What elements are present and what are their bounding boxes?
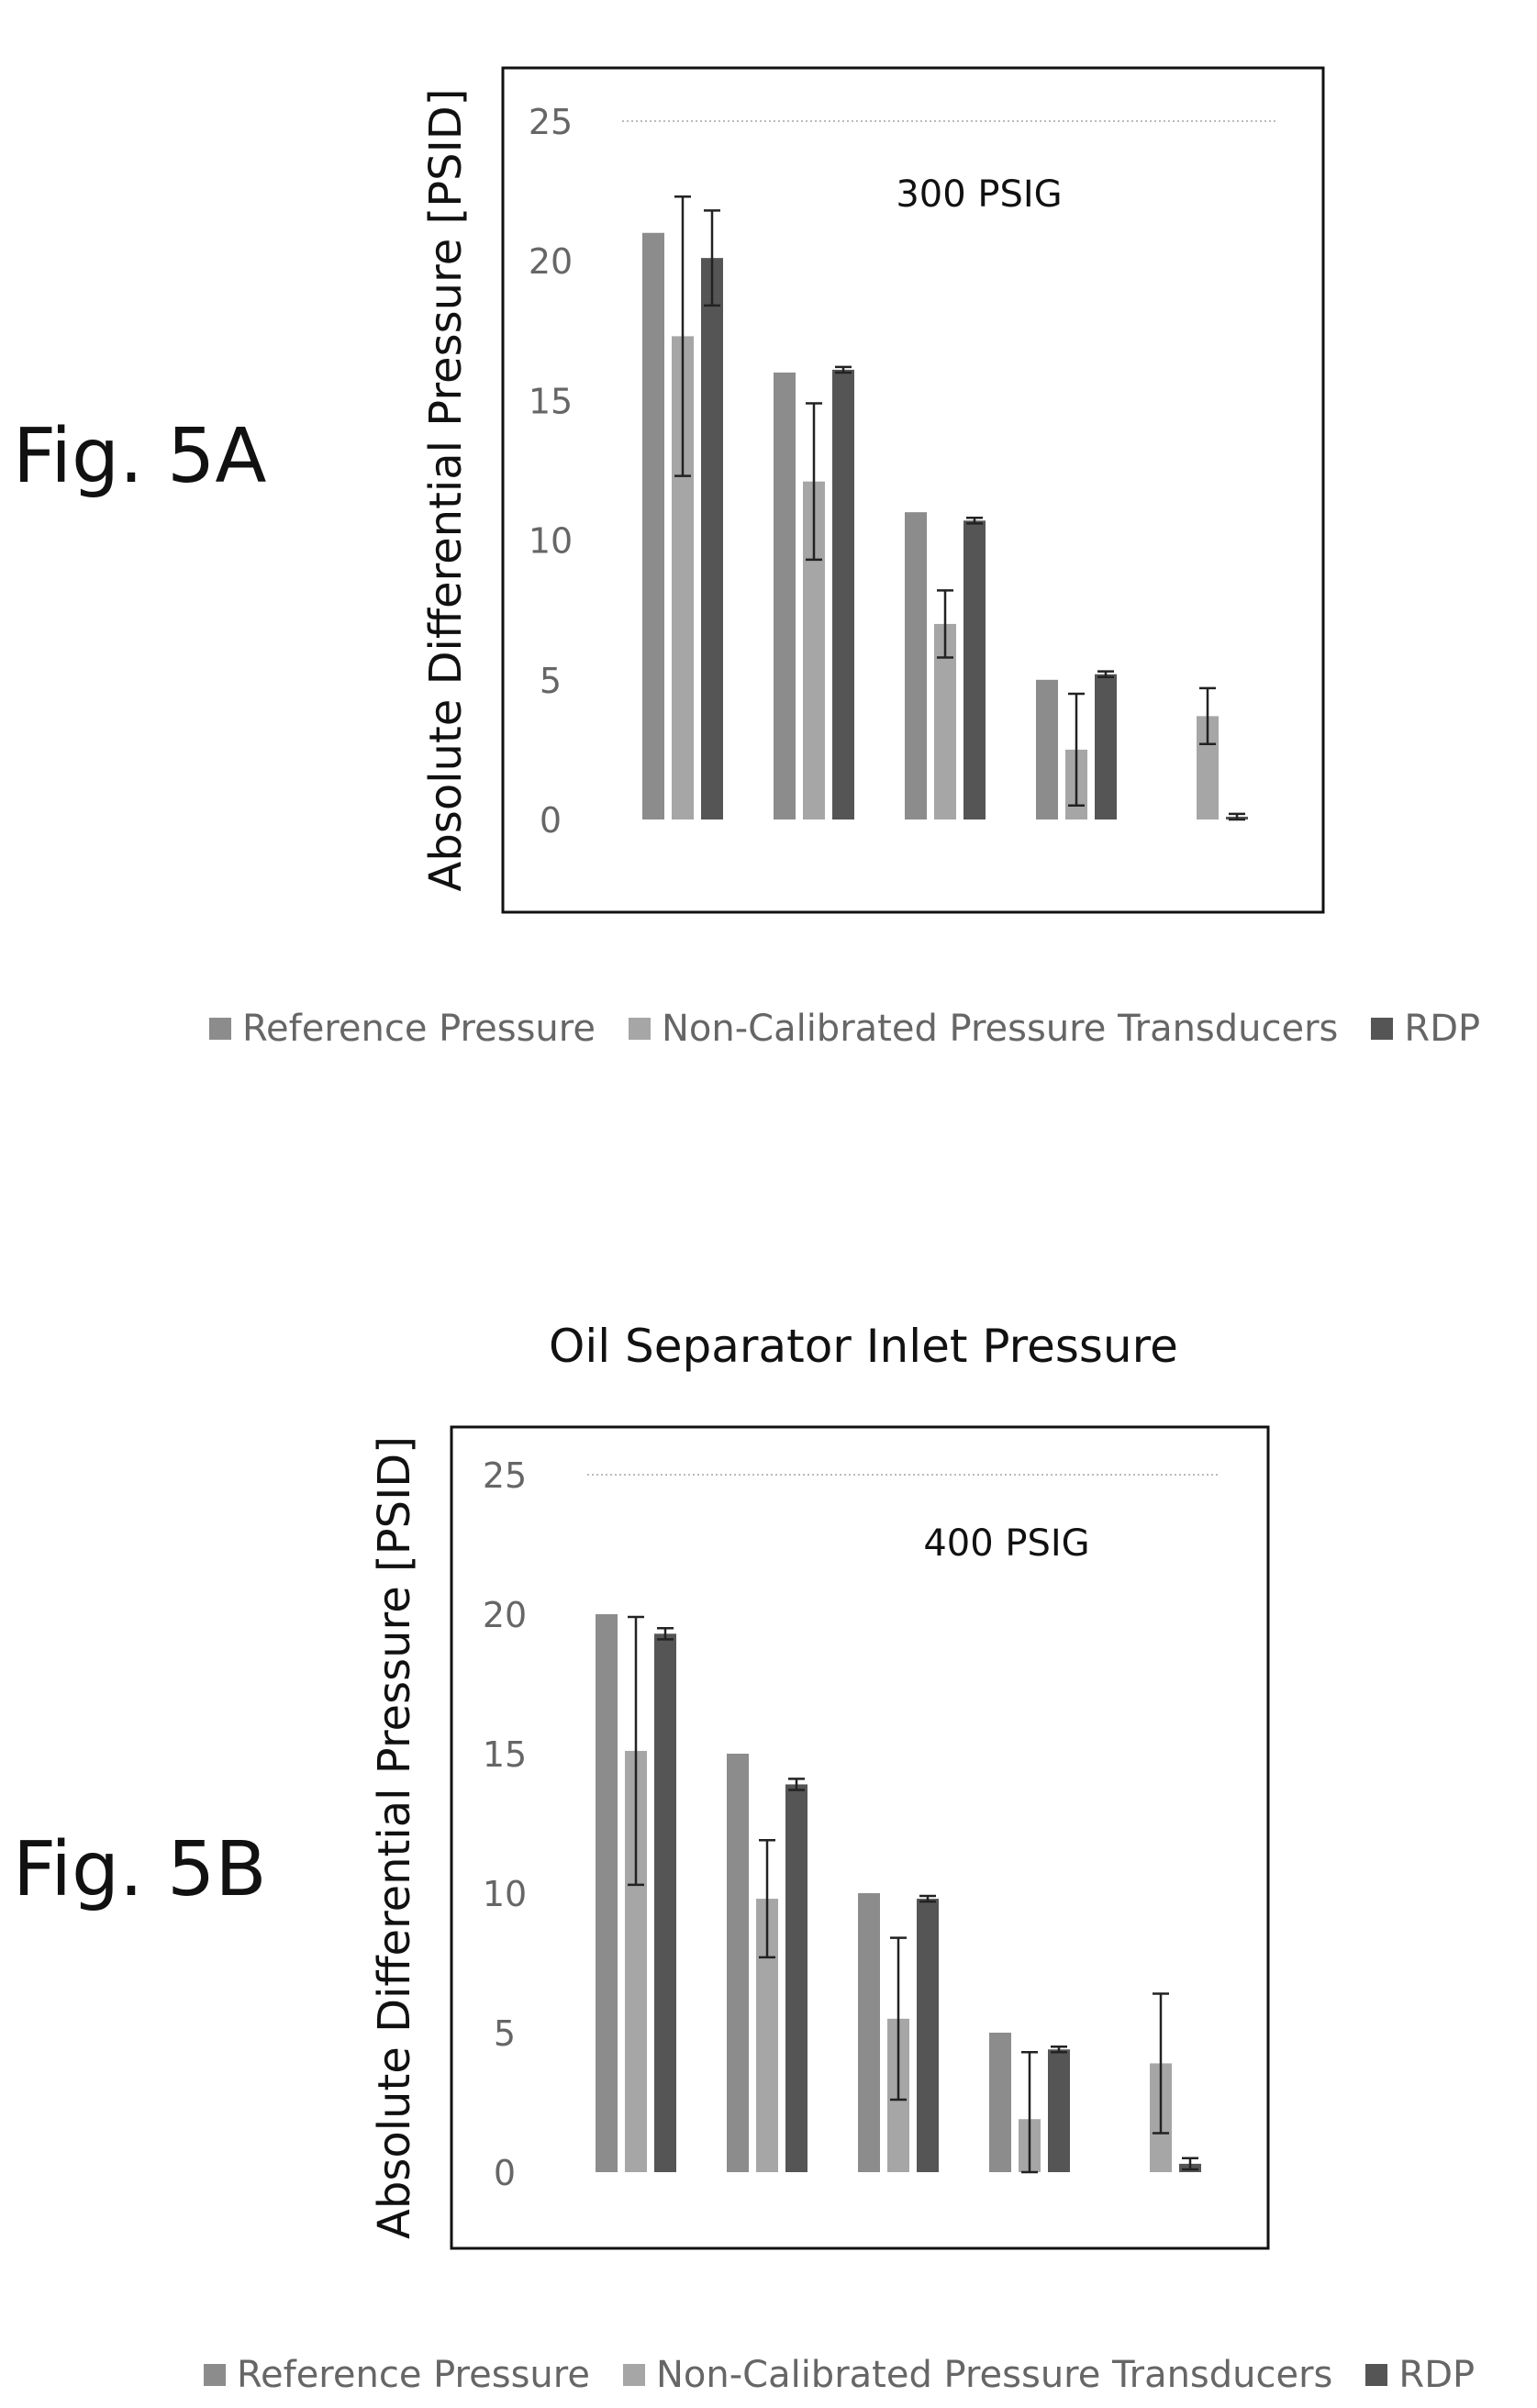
legend-item-reference: Reference Pressure xyxy=(204,2354,590,2396)
legend-item-rdp: RDP xyxy=(1365,2354,1475,2396)
legend-item-non-calibrated: Non-Calibrated Pressure Transducers xyxy=(628,1008,1339,1050)
bar xyxy=(989,2033,1011,2172)
legend-label-rdp: RDP xyxy=(1404,1008,1481,1050)
legend-swatch-non-calibrated xyxy=(622,2364,645,2386)
y-tick-label: 0 xyxy=(540,800,562,841)
bar xyxy=(963,520,986,819)
legend-item-rdp: RDP xyxy=(1371,1008,1480,1050)
y-tick-label: 15 xyxy=(483,1734,527,1775)
y-tick-label: 5 xyxy=(494,2013,516,2054)
bar xyxy=(1048,2049,1070,2172)
bar xyxy=(727,1754,749,2172)
legend-label-rdp: RDP xyxy=(1398,2354,1476,2396)
y-tick-label: 10 xyxy=(483,1874,527,1914)
chart-annotation: 300 PSIG xyxy=(896,173,1062,216)
y-tick-label: 10 xyxy=(529,521,573,562)
y-tick-label: 25 xyxy=(529,102,573,142)
legend-label-reference: Reference Pressure xyxy=(242,1008,596,1050)
bar xyxy=(905,512,927,819)
y-tick-label: 0 xyxy=(494,2153,516,2193)
bar xyxy=(701,258,723,819)
legend-5a: Reference Pressure Non-Calibrated Pressu… xyxy=(209,1008,1513,1050)
chart-annotation: 400 PSIG xyxy=(923,1522,1089,1565)
legend-item-reference: Reference Pressure xyxy=(209,1008,596,1050)
bar xyxy=(917,1899,939,2172)
y-tick-label: 20 xyxy=(529,241,573,282)
legend-label-non-calibrated: Non-Calibrated Pressure Transducers xyxy=(655,2354,1333,2396)
bar xyxy=(1095,674,1117,819)
bar xyxy=(1036,679,1058,819)
y-tick-label: 20 xyxy=(483,1595,527,1635)
bar xyxy=(654,1633,676,2172)
chart-5b: 0 5 10 15 20 25 Absolute Differential Pressure… xyxy=(369,1425,1270,2250)
legend-swatch-reference xyxy=(204,2364,226,2386)
chart-title-5b: Oil Separator Inlet Pressure xyxy=(549,1320,1178,1373)
y-tick-label: 5 xyxy=(540,661,562,701)
legend-swatch-rdp xyxy=(1365,2364,1388,2386)
plot-frame xyxy=(501,66,1325,914)
figure-label-5a: Fig. 5A xyxy=(13,413,267,500)
legend-item-non-calibrated: Non-Calibrated Pressure Transducers xyxy=(622,2354,1333,2396)
bar xyxy=(774,372,796,819)
bar xyxy=(596,1614,618,2172)
y-tick-label: 15 xyxy=(529,381,573,421)
legend-label-reference: Reference Pressure xyxy=(237,2354,590,2396)
plot-frame xyxy=(450,1425,1270,2250)
legend-5b: Reference Pressure Non-Calibrated Pressu… xyxy=(204,2354,1508,2396)
bar xyxy=(642,232,664,819)
y-tick-label: 25 xyxy=(483,1455,527,1496)
bar xyxy=(858,1893,880,2172)
chart-5a: 0 5 10 15 20 25 Absolute Differential Pressure… xyxy=(420,66,1325,914)
legend-swatch-reference xyxy=(209,1018,231,1040)
legend-label-non-calibrated: Non-Calibrated Pressure Transducers xyxy=(661,1008,1339,1050)
y-axis-title: Absolute Differential Pressure [PSID] xyxy=(420,89,472,892)
legend-swatch-non-calibrated xyxy=(628,1018,651,1040)
legend-swatch-rdp xyxy=(1371,1018,1394,1040)
figure-label-5b: Fig. 5B xyxy=(13,1826,267,1913)
y-axis-title: Absolute Differential Pressure [PSID] xyxy=(369,1436,420,2239)
bar xyxy=(785,1784,807,2172)
bar xyxy=(832,369,854,819)
